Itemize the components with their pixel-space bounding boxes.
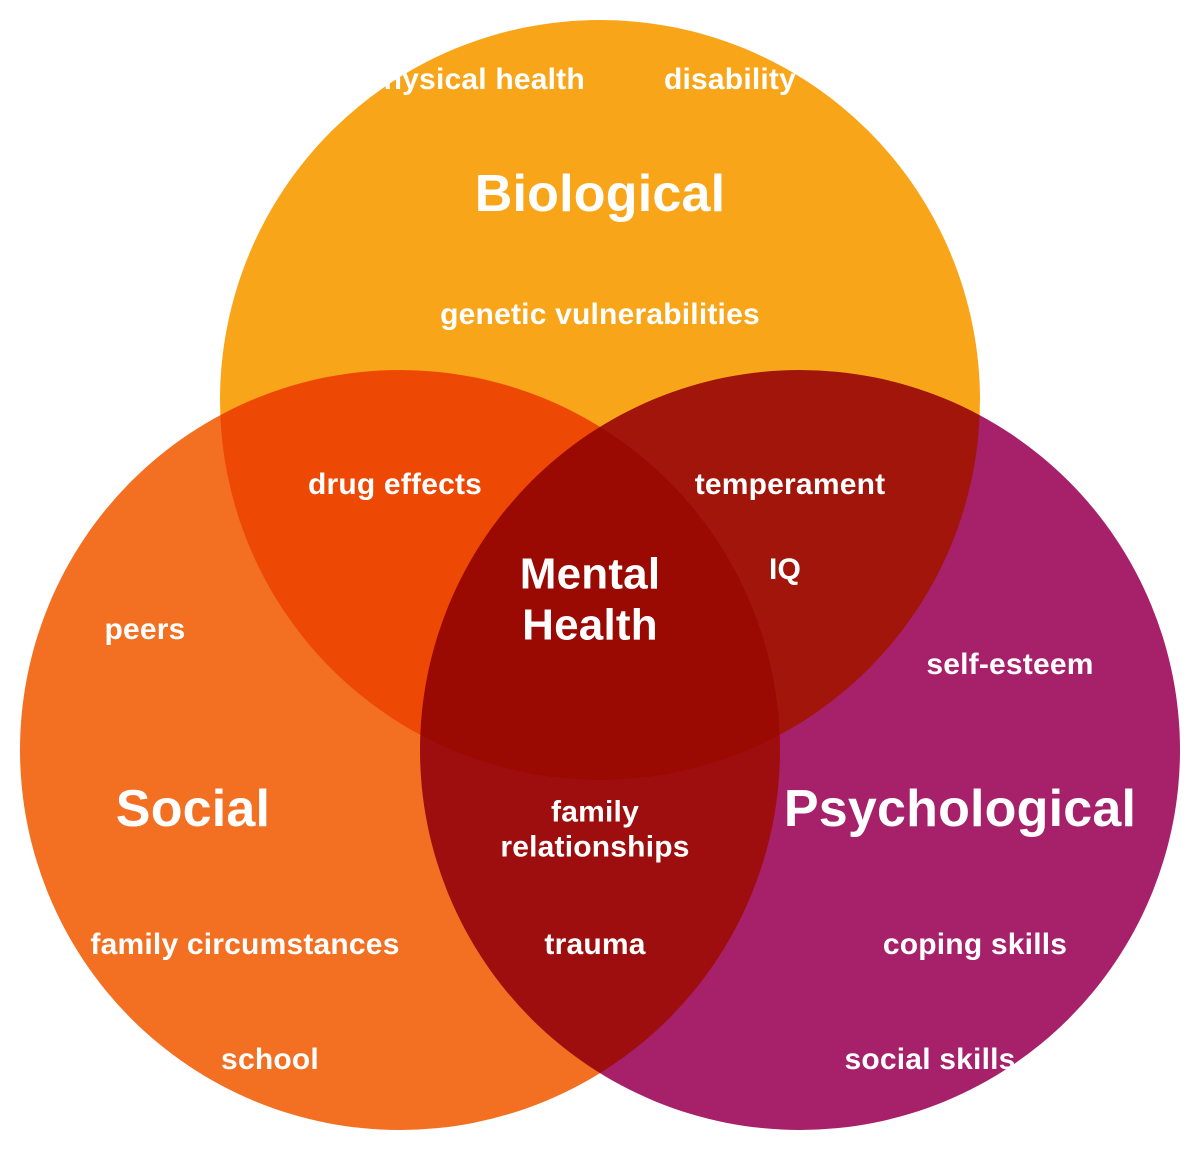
title-social: Social	[116, 780, 270, 840]
item-social-skills: social skills	[844, 1043, 1015, 1078]
item-peers: peers	[104, 613, 185, 648]
item-drug-effects: drug effects	[308, 468, 482, 503]
item-family-relationships: family relationships	[500, 796, 689, 865]
item-genetic-vulnerabilities: genetic vulnerabilities	[440, 298, 760, 333]
item-family-circumstances: family circumstances	[90, 928, 399, 963]
venn-diagram: Biological Social Psychological Mental H…	[0, 0, 1200, 1172]
item-physical-health: physical health	[365, 63, 585, 98]
item-temperament: temperament	[695, 468, 886, 503]
center-label: Mental Health	[520, 549, 661, 650]
item-self-esteem: self-esteem	[926, 648, 1093, 683]
item-coping-skills: coping skills	[883, 928, 1067, 963]
title-biological: Biological	[475, 165, 725, 225]
item-school: school	[221, 1043, 319, 1078]
title-psychological: Psychological	[784, 780, 1136, 840]
item-trauma: trauma	[544, 928, 645, 963]
item-disability: disability	[664, 63, 796, 98]
item-iq: IQ	[769, 553, 801, 588]
